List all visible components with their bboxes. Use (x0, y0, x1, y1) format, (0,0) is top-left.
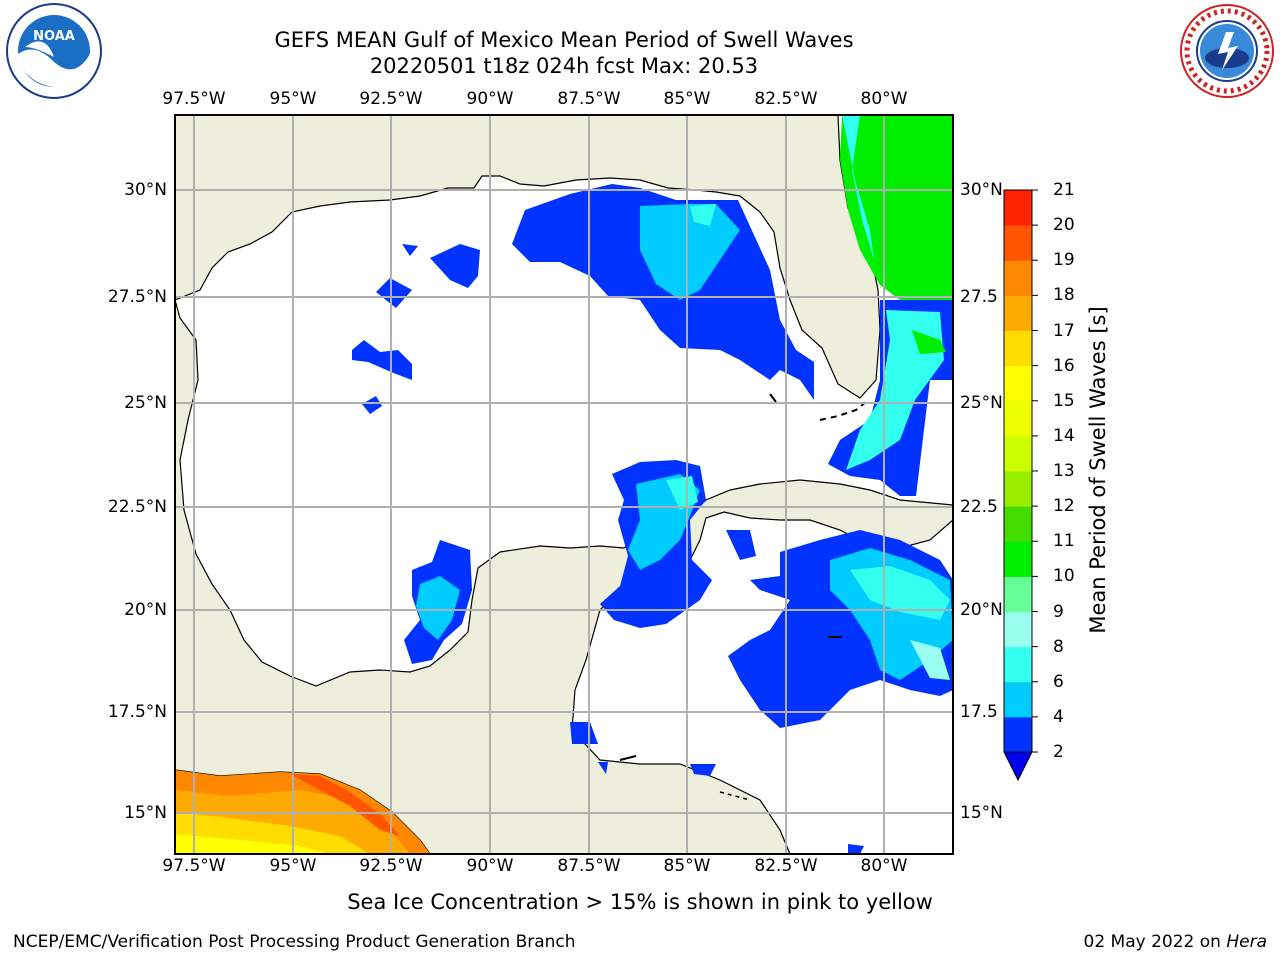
colorbar-swatch (1004, 541, 1032, 577)
colorbar-tick-label: 6 (1053, 671, 1064, 692)
lon-label-bottom: 87.5°W (557, 856, 621, 876)
colorbar-swatch (1004, 471, 1032, 507)
colorbar-tick-label: 8 (1053, 636, 1064, 657)
lat-label-right: 22.5 (960, 497, 998, 517)
colorbar-swatch (1004, 400, 1032, 437)
lon-label-bottom: 95°W (269, 856, 317, 876)
lat-label-left: 27.5°N (107, 287, 167, 307)
footer-date-text: 02 May 2022 on (1083, 932, 1227, 952)
colorbar-under-arrow (1003, 751, 1033, 782)
colorbar-tick-label: 2 (1053, 742, 1064, 762)
svg-text:NOAA: NOAA (33, 29, 75, 44)
noaa-logo: NOAA (6, 3, 102, 99)
colorbar (1003, 189, 1038, 753)
lon-label-bottom: 90°W (466, 856, 514, 876)
lon-label-top: 87.5°W (557, 89, 621, 109)
colorbar-tick-label: 12 (1053, 496, 1075, 517)
colorbar-tick-label: 11 (1053, 531, 1075, 552)
colorbar-tick-label: 20 (1053, 215, 1075, 236)
lon-label-top: 92.5°W (359, 89, 423, 109)
colorbar-swatch (1004, 225, 1032, 261)
lat-label-left: 22.5°N (107, 497, 167, 517)
lon-label-bottom: 97.5°W (162, 856, 226, 876)
lat-label-right: 30°N (960, 180, 1003, 200)
lat-label-right: 25°N (960, 393, 1003, 413)
lat-label-right: 27.5 (960, 287, 998, 307)
lat-label-right: 20°N (960, 600, 1003, 620)
lat-label-left: 15°N (124, 803, 167, 823)
colorbar-swatch (1004, 611, 1032, 648)
lon-label-top: 85°W (663, 89, 711, 109)
swell-contours (175, 115, 953, 854)
lat-label-left: 30°N (124, 180, 167, 200)
colorbar-tick-label: 13 (1053, 461, 1075, 481)
colorbar-tick-label: 19 (1053, 250, 1075, 271)
colorbar-swatch (1004, 435, 1032, 472)
colorbar-swatch (1004, 365, 1032, 402)
colorbar-tick-label: 4 (1053, 706, 1064, 727)
lat-label-left: 17.5°N (107, 702, 167, 722)
colorbar-title: Mean Period of Swell Waves [s] (1086, 306, 1110, 634)
colorbar-swatch (1004, 295, 1032, 331)
colorbar-tick-label: 16 (1053, 355, 1075, 376)
lat-label-right: 17.5 (960, 702, 998, 722)
lon-label-bottom: 92.5°W (359, 856, 423, 876)
colorbar-tick-label: 10 (1053, 566, 1075, 587)
lon-label-top: 90°W (466, 89, 514, 109)
graticule (175, 115, 953, 854)
colorbar-tick-label: 17 (1053, 320, 1075, 341)
colorbar-swatch (1004, 330, 1032, 367)
lat-label-left: 20°N (124, 600, 167, 620)
sea-ice-note: Sea Ice Concentration > 15% is shown in … (347, 890, 933, 914)
footer-host: Hera (1226, 932, 1267, 952)
colorbar-swatch (1004, 716, 1032, 753)
map-title: GEFS MEAN Gulf of Mexico Mean Period of … (274, 28, 854, 52)
colorbar-swatch (1004, 260, 1032, 296)
lon-label-bottom: 80°W (860, 856, 908, 876)
lat-label-right: 15°N (960, 803, 1003, 823)
map-frame (174, 114, 954, 855)
colorbar-swatch (1004, 506, 1032, 542)
colorbar-tick-label: 14 (1053, 425, 1075, 446)
colorbar-swatch (1004, 190, 1032, 226)
colorbar-tick-label: 15 (1053, 390, 1075, 411)
footer-credit: NCEP/EMC/Verification Post Processing Pr… (13, 932, 576, 952)
lon-label-top: 80°W (860, 89, 908, 109)
colorbar-tick-label: 9 (1053, 601, 1064, 622)
colorbar-swatch (1004, 576, 1032, 612)
lon-label-top: 82.5°W (754, 89, 818, 109)
colorbar-tick-label: 21 (1053, 180, 1075, 200)
colorbar-swatch (1004, 681, 1032, 718)
lon-label-top: 97.5°W (162, 89, 226, 109)
nws-logo (1180, 4, 1274, 98)
lon-label-bottom: 82.5°W (754, 856, 818, 876)
lat-label-left: 25°N (124, 393, 167, 413)
colorbar-swatch (1004, 646, 1032, 683)
footer-date: 02 May 2022 on Hera (1084, 932, 1268, 952)
colorbar-tick-label: 18 (1053, 285, 1075, 306)
lon-label-bottom: 85°W (663, 856, 711, 876)
map-subtitle: 20220501 t18z 024h fcst Max: 20.53 (369, 54, 759, 78)
lon-label-top: 95°W (269, 89, 317, 109)
